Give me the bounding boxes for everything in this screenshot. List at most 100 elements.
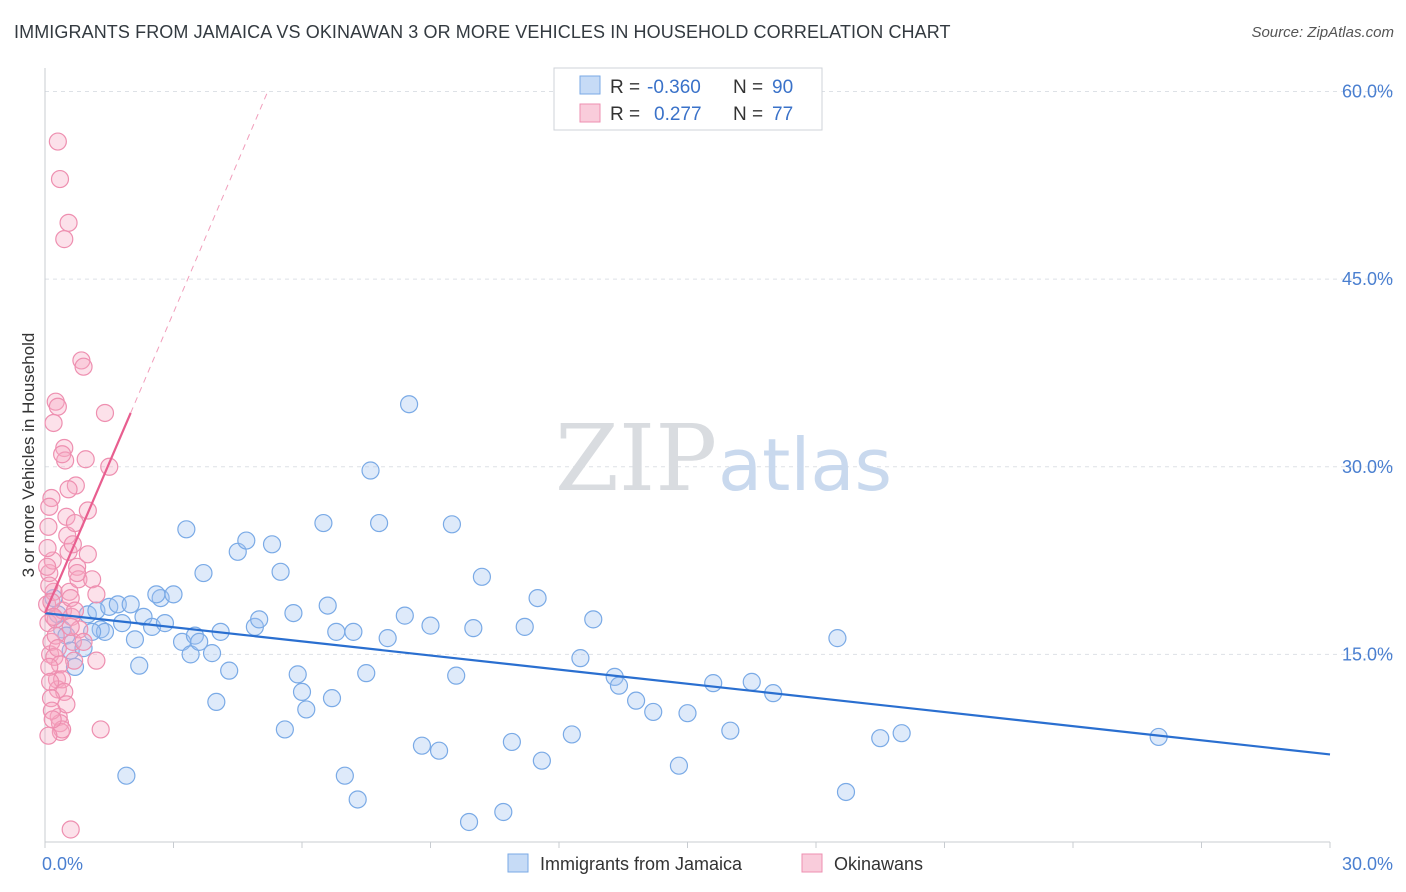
legend-r-label-1: R = <box>610 77 640 98</box>
bottom-legend-label-jamaica: Immigrants from Jamaica <box>540 854 743 874</box>
point-jamaica-84 <box>207 692 226 712</box>
point-jamaica-35 <box>288 665 307 684</box>
point-jamaica-55 <box>464 619 483 638</box>
y-tick-label-2: 45.0% <box>1342 269 1393 289</box>
point-okinawans-40 <box>48 132 67 151</box>
point-jamaica-78 <box>892 724 911 743</box>
chart-title: IMMIGRANTS FROM JAMAICA VS OKINAWAN 3 OR… <box>14 22 951 42</box>
point-jamaica-63 <box>571 649 590 668</box>
point-okinawans-58 <box>50 655 70 674</box>
point-okinawans-49 <box>40 497 59 516</box>
point-jamaica-42 <box>335 766 354 785</box>
legend-r-label-2: R = <box>610 104 640 125</box>
gridlines <box>45 91 1395 655</box>
watermark-zip: ZIP <box>555 405 717 512</box>
y-tick-label-3: 60.0% <box>1342 82 1393 102</box>
point-jamaica-83 <box>130 656 149 675</box>
point-okinawans-66 <box>43 710 62 729</box>
trend-line-jamaica <box>44 612 1331 756</box>
series-okinawans <box>38 132 119 839</box>
point-okinawans-74 <box>59 480 78 499</box>
point-jamaica-80 <box>147 585 166 604</box>
point-jamaica-56 <box>472 567 491 586</box>
point-jamaica-72 <box>721 721 740 740</box>
point-jamaica-25 <box>202 644 222 663</box>
point-okinawans-42 <box>55 230 74 249</box>
point-jamaica-34 <box>284 603 303 623</box>
point-jamaica-73 <box>742 672 761 691</box>
point-jamaica-36 <box>292 682 312 702</box>
point-jamaica-24 <box>194 563 213 583</box>
point-jamaica-33 <box>271 562 290 581</box>
point-okinawans-52 <box>38 557 57 576</box>
point-okinawans-68 <box>61 820 80 839</box>
trend-line-okinawans <box>43 412 132 614</box>
legend-r-value-2: 0.277 <box>654 104 702 125</box>
point-jamaica-76 <box>836 782 856 802</box>
point-jamaica-75 <box>828 629 847 648</box>
point-jamaica-68 <box>644 702 663 722</box>
point-jamaica-53 <box>442 515 462 534</box>
point-okinawans-43 <box>59 213 78 232</box>
point-jamaica-44 <box>357 664 376 683</box>
point-okinawans-62 <box>40 657 59 676</box>
trend-lines <box>43 91 1331 756</box>
legend-swatch-jamaica <box>579 75 601 95</box>
point-okinawans-25 <box>65 651 84 670</box>
watermark-atlas: atlas <box>718 423 892 507</box>
source-label: Source: ZipAtlas.com <box>1251 24 1394 41</box>
point-okinawans-76 <box>68 563 87 583</box>
trend-line-okinawans-extension <box>130 91 269 414</box>
point-jamaica-82 <box>190 632 209 651</box>
y-tick-labels: 15.0% 30.0% 45.0% 60.0% <box>1342 82 1393 665</box>
point-jamaica-43 <box>344 622 363 641</box>
point-okinawans-50 <box>39 517 58 536</box>
legend-swatch-okinawans <box>579 103 601 123</box>
point-okinawans-70 <box>61 617 80 636</box>
point-okinawans-29 <box>69 570 88 589</box>
point-jamaica-86 <box>348 790 367 809</box>
correlation-legend: R = -0.360 N = 90 R = 0.277 N = 77 <box>553 67 823 131</box>
point-okinawans-44 <box>44 413 63 433</box>
legend-r-value-1: -0.360 <box>647 77 701 98</box>
point-jamaica-57 <box>494 802 513 822</box>
point-jamaica-85 <box>275 720 294 739</box>
point-jamaica-81 <box>117 766 136 785</box>
point-jamaica-47 <box>378 629 397 648</box>
point-jamaica-40 <box>322 689 342 708</box>
point-jamaica-70 <box>678 704 697 723</box>
axes <box>44 68 1331 848</box>
point-okinawans-73 <box>87 651 106 670</box>
y-tick-label-0: 15.0% <box>1342 644 1393 664</box>
point-jamaica-37 <box>297 700 316 719</box>
point-jamaica-27 <box>220 661 239 680</box>
series-legend: Immigrants from Jamaica Okinawans <box>507 853 923 874</box>
point-okinawans-72 <box>74 632 93 651</box>
y-axis-label: 3 or more Vehicles in Household <box>19 333 38 578</box>
point-jamaica-12 <box>108 595 127 614</box>
point-jamaica-45 <box>361 461 380 480</box>
point-jamaica-32 <box>262 535 282 554</box>
point-jamaica-71 <box>704 674 723 693</box>
point-jamaica-62 <box>562 725 581 744</box>
legend-n-value-1: 90 <box>772 77 793 98</box>
point-jamaica-46 <box>370 513 389 533</box>
bottom-legend-swatch-okinawans <box>801 853 823 873</box>
point-jamaica-48 <box>395 606 414 625</box>
point-okinawans-21 <box>60 582 79 601</box>
point-jamaica-61 <box>532 751 551 770</box>
point-jamaica-58 <box>502 732 521 752</box>
point-jamaica-67 <box>626 691 646 710</box>
point-jamaica-38 <box>314 513 333 533</box>
point-jamaica-29 <box>237 531 256 550</box>
point-jamaica-31 <box>250 610 269 629</box>
point-jamaica-54 <box>447 666 466 685</box>
point-okinawans-34 <box>78 545 97 564</box>
point-okinawans-41 <box>50 169 70 189</box>
point-jamaica-15 <box>125 630 145 649</box>
point-jamaica-19 <box>155 614 175 633</box>
point-okinawans-32 <box>74 357 93 376</box>
point-jamaica-20 <box>164 585 183 604</box>
bottom-legend-swatch-jamaica <box>507 853 529 873</box>
